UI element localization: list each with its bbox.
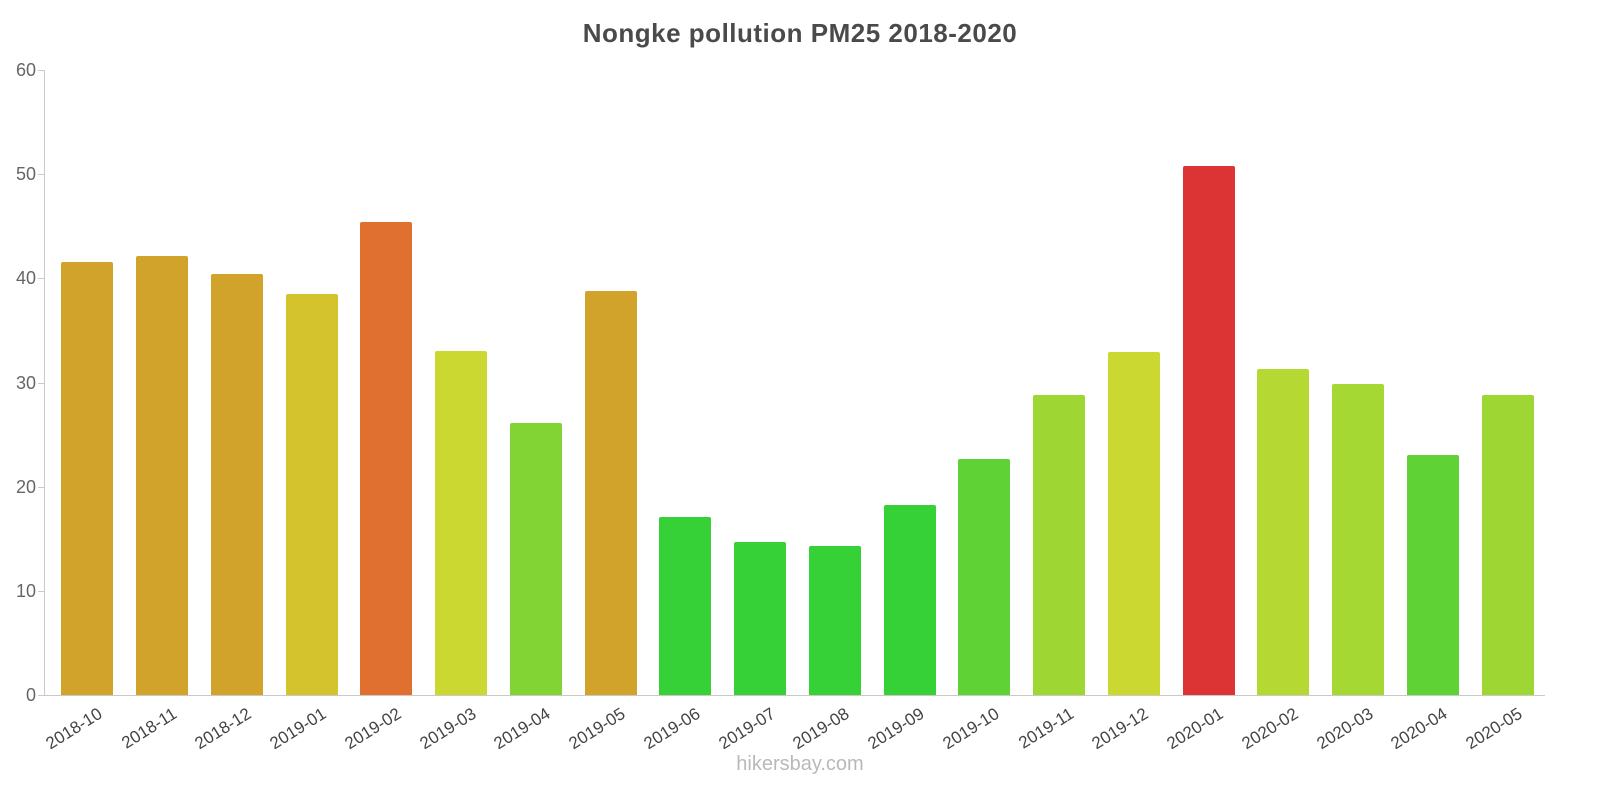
x-tick-label: 2019-12	[1088, 704, 1152, 754]
y-tick-label: 60	[15, 60, 36, 80]
y-tick-label: 50	[15, 164, 36, 185]
x-tick-label: 2019-09	[864, 704, 928, 754]
x-tick-label: 2019-07	[715, 704, 779, 754]
y-tick-mark	[38, 70, 44, 71]
x-tick-label: 2019-06	[640, 704, 704, 754]
x-tick-label: 2018-11	[118, 704, 181, 753]
y-tick-mark	[38, 382, 44, 384]
bar	[958, 458, 1011, 695]
x-tick-label: 2019-10	[939, 704, 1003, 754]
bar	[808, 546, 861, 695]
bar	[1257, 368, 1310, 695]
bar	[734, 541, 787, 695]
x-axis-line	[44, 695, 1545, 696]
bar	[509, 423, 562, 695]
watermark-link[interactable]: hikersbay.com	[736, 753, 864, 775]
chart-title: Nongke pollution PM25 2018-2020	[582, 18, 1018, 48]
bar	[1182, 165, 1235, 695]
x-tick-label: 2019-05	[565, 704, 629, 754]
x-tick-label: 2019-08	[789, 704, 853, 754]
bar	[61, 261, 114, 695]
x-tick-label: 2019-02	[341, 704, 405, 754]
x-tick-label: 2020-03	[1313, 704, 1377, 754]
y-tick-label: 10	[15, 580, 36, 601]
bar	[435, 351, 488, 695]
x-tick-label: 2019-04	[490, 704, 554, 754]
x-tick-label: 2019-03	[416, 704, 480, 754]
x-tick-label: 2018-10	[42, 704, 106, 754]
y-tick-label: 40	[15, 268, 36, 289]
bar	[1033, 395, 1086, 695]
y-tick-label: 0	[25, 685, 36, 705]
x-tick-label: 2020-05	[1462, 704, 1526, 754]
bar	[584, 290, 637, 695]
x-tick-label: 2019-11	[1015, 704, 1078, 753]
y-axis-line	[44, 70, 45, 695]
bar	[360, 222, 413, 695]
x-tick-label: 2018-12	[191, 704, 255, 754]
y-tick-mark	[38, 278, 44, 280]
y-tick-label: 20	[15, 476, 36, 497]
bar	[210, 274, 263, 695]
bar	[136, 256, 189, 695]
y-tick-mark	[38, 695, 44, 696]
bar	[285, 293, 338, 695]
bar	[1481, 395, 1534, 695]
x-tick-label: 2020-04	[1387, 704, 1451, 754]
bar	[1332, 383, 1385, 695]
bar	[659, 516, 712, 695]
bar	[1107, 352, 1160, 695]
bar	[1406, 455, 1459, 695]
x-tick-label: 2020-02	[1238, 704, 1302, 754]
y-tick-mark	[38, 486, 44, 488]
x-tick-label: 2019-01	[266, 704, 330, 754]
y-tick-label: 30	[15, 372, 36, 393]
y-tick-mark	[38, 590, 44, 592]
x-tick-label: 2020-01	[1163, 704, 1227, 754]
y-tick-mark	[38, 174, 44, 176]
bar	[883, 505, 936, 695]
